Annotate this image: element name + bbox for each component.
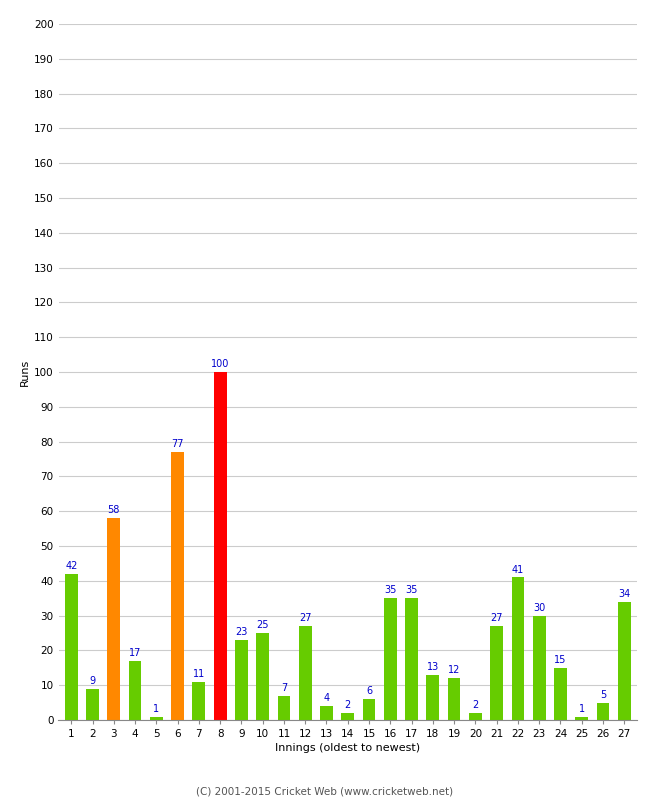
Bar xyxy=(490,626,503,720)
Text: 7: 7 xyxy=(281,683,287,693)
Text: 35: 35 xyxy=(384,586,396,595)
Text: 13: 13 xyxy=(426,662,439,672)
Text: 35: 35 xyxy=(406,586,418,595)
Text: 1: 1 xyxy=(578,704,585,714)
Text: 4: 4 xyxy=(324,694,330,703)
Bar xyxy=(575,717,588,720)
Bar xyxy=(618,602,630,720)
Bar xyxy=(171,452,184,720)
Bar xyxy=(533,616,545,720)
Y-axis label: Runs: Runs xyxy=(20,358,30,386)
Bar xyxy=(278,696,291,720)
Bar xyxy=(384,598,396,720)
Text: 27: 27 xyxy=(299,614,311,623)
Bar xyxy=(129,661,142,720)
Text: 2: 2 xyxy=(344,700,351,710)
Bar xyxy=(192,682,205,720)
Text: 11: 11 xyxy=(193,669,205,679)
Text: 77: 77 xyxy=(172,439,184,450)
Text: 34: 34 xyxy=(618,589,630,599)
Text: 1: 1 xyxy=(153,704,159,714)
Bar xyxy=(150,717,162,720)
Bar xyxy=(256,633,269,720)
Bar xyxy=(320,706,333,720)
Bar xyxy=(363,699,376,720)
Bar xyxy=(469,713,482,720)
Text: (C) 2001-2015 Cricket Web (www.cricketweb.net): (C) 2001-2015 Cricket Web (www.cricketwe… xyxy=(196,786,454,796)
Bar xyxy=(86,689,99,720)
Bar xyxy=(512,578,525,720)
Text: 2: 2 xyxy=(473,700,478,710)
Bar xyxy=(107,518,120,720)
Text: 41: 41 xyxy=(512,565,524,574)
Text: 100: 100 xyxy=(211,359,229,370)
Bar xyxy=(554,668,567,720)
Text: 23: 23 xyxy=(235,627,248,637)
Text: 27: 27 xyxy=(490,614,503,623)
Text: 58: 58 xyxy=(108,506,120,515)
Bar xyxy=(405,598,418,720)
Text: 30: 30 xyxy=(533,603,545,613)
Bar xyxy=(214,372,226,720)
Text: 6: 6 xyxy=(366,686,372,696)
Text: 5: 5 xyxy=(600,690,606,700)
Bar xyxy=(597,702,609,720)
Text: 25: 25 xyxy=(257,620,269,630)
Bar xyxy=(65,574,77,720)
Text: 17: 17 xyxy=(129,648,141,658)
Text: 42: 42 xyxy=(65,561,77,571)
Text: 12: 12 xyxy=(448,666,460,675)
Text: 15: 15 xyxy=(554,655,567,665)
Bar xyxy=(235,640,248,720)
Bar xyxy=(426,674,439,720)
Bar xyxy=(299,626,311,720)
X-axis label: Innings (oldest to newest): Innings (oldest to newest) xyxy=(275,743,421,753)
Bar xyxy=(448,678,460,720)
Text: 9: 9 xyxy=(90,676,96,686)
Bar xyxy=(341,713,354,720)
